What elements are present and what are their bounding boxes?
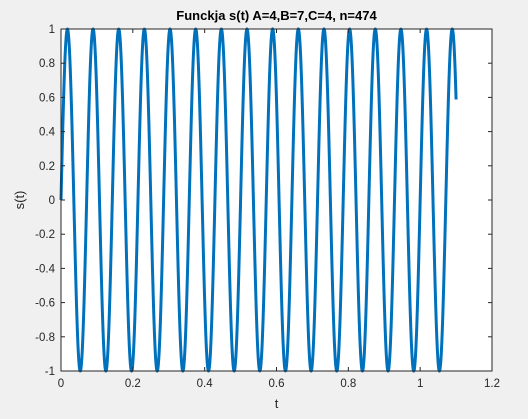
y-tick-label: 0.2 — [39, 161, 55, 173]
y-tick-label: 0.6 — [39, 92, 55, 104]
y-tick-label: 1 — [49, 24, 55, 36]
y-axis-label: s(t) — [12, 191, 27, 210]
y-tick-label: 0.8 — [39, 58, 55, 70]
plot-layer — [59, 27, 458, 373]
x-tick-label: 0.6 — [269, 378, 285, 390]
x-tick-label: 1.2 — [484, 378, 500, 390]
x-tick-label: 0.4 — [197, 378, 214, 390]
y-tick-label: -0.8 — [35, 332, 55, 344]
y-tick-label: 0.4 — [39, 127, 56, 139]
x-tick-label: 0.8 — [340, 378, 356, 390]
x-tick-label: 1 — [417, 378, 423, 390]
ticks-layer: 0 0.2 0.4 0.6 0.8 1 1.2 -1 -0.8 -0.6 -0.4 -0.2 0 0.2 0… — [35, 24, 500, 390]
y-tick-label: -1 — [45, 366, 55, 378]
series-line-1 — [59, 27, 458, 373]
y-tick-label: 0 — [49, 195, 55, 207]
chart-title: Funckja s(t) A=4,B=7,C=4, n=474 — [176, 8, 377, 23]
x-tick-label: 0.2 — [125, 378, 141, 390]
x-tick-label: 0 — [58, 378, 64, 390]
y-tick-label: -0.2 — [35, 229, 55, 241]
y-tick-label: -0.6 — [35, 298, 55, 310]
y-tick-label: -0.4 — [35, 263, 55, 275]
x-axis-label: t — [275, 396, 279, 411]
